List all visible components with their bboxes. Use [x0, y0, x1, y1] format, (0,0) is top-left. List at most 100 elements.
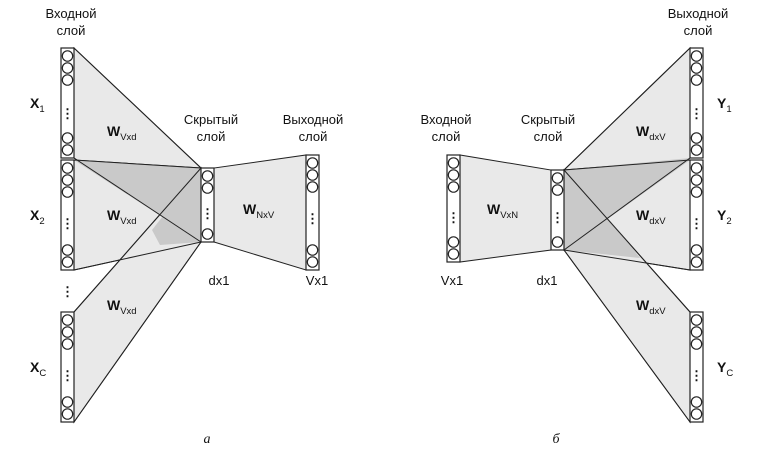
weight-label-in: WVxd [107, 297, 137, 317]
output-layer-header: слой [299, 129, 328, 144]
input-label-x2: X2 [30, 207, 45, 227]
weight-label-in: WVxd [107, 207, 137, 227]
output-layer-yc: ⋮ [689, 311, 704, 423]
caption-b: б [552, 432, 560, 447]
input-layer-x1: ⋮ [60, 47, 75, 159]
overlap-region [152, 168, 201, 245]
neuron-node [61, 186, 74, 198]
neuron-node [201, 228, 214, 240]
hidden-layer-b: ⋮ [550, 169, 565, 251]
ellipsis-vertical: ⋮ [61, 284, 74, 299]
neuron-node [306, 244, 319, 256]
edge-line [563, 157, 691, 251]
edge-line [563, 47, 691, 171]
neuron-node [61, 338, 74, 350]
neuron-node [61, 256, 74, 268]
neuron-node [306, 157, 319, 169]
edge-line [73, 159, 202, 169]
ellipsis-vertical: ⋮ [61, 368, 74, 383]
output-label-yc: YC [717, 359, 733, 379]
neuron-node [690, 408, 703, 420]
neuron-node [61, 408, 74, 420]
neuron-node [690, 314, 703, 326]
neuron-node [61, 396, 74, 408]
neuron-node [306, 169, 319, 181]
weight-label-in: WVxd [107, 123, 137, 143]
neuron-node [61, 314, 74, 326]
neuron-node [447, 181, 460, 193]
neuron-node [551, 172, 564, 184]
hidden-layer-header: Скрытый [184, 112, 238, 127]
neuron-node [61, 74, 74, 86]
neuron-node [690, 162, 703, 174]
hidden-dim-label: dx1 [209, 273, 230, 288]
neuron-node [61, 50, 74, 62]
caption-a: а [204, 432, 211, 447]
diagram-b: ⋮ ⋮ ⋮ ⋮ [420, 6, 733, 447]
neuron-node [690, 174, 703, 186]
ellipsis-vertical: ⋮ [447, 210, 460, 225]
neuron-node [61, 132, 74, 144]
neuron-node [61, 244, 74, 256]
ellipsis-vertical: ⋮ [201, 206, 214, 221]
input-layer-header: слой [432, 129, 461, 144]
neuron-node [447, 236, 460, 248]
ellipsis-vertical: ⋮ [551, 210, 564, 225]
input-label-x1: X1 [30, 95, 45, 115]
edge-line [563, 249, 691, 423]
neuron-node [551, 184, 564, 196]
neuron-node [690, 244, 703, 256]
neuron-node [61, 62, 74, 74]
edge-line [563, 169, 691, 313]
weight-label-out: WdxV [636, 297, 666, 317]
neuron-node [306, 181, 319, 193]
neuron-node [690, 62, 703, 74]
output-dim-label: Vx1 [306, 273, 328, 288]
output-layer-header: слой [684, 23, 713, 38]
ellipsis-vertical: ⋮ [61, 106, 74, 121]
neuron-node [690, 396, 703, 408]
neuron-node [690, 74, 703, 86]
input-layer-x2: ⋮ [60, 159, 75, 271]
edge-line [73, 167, 202, 313]
neuron-node [690, 144, 703, 156]
neuron-node [447, 248, 460, 260]
neuron-node [690, 256, 703, 268]
output-layer-header: Выходной [668, 6, 729, 21]
neuron-node [690, 326, 703, 338]
input-layer-b: ⋮ [446, 154, 461, 263]
hidden-dim-label: dx1 [537, 273, 558, 288]
edge-line [73, 241, 202, 271]
neuron-node [61, 144, 74, 156]
neuron-node [61, 326, 74, 338]
neuron-node [551, 236, 564, 248]
edge-line [563, 159, 691, 171]
neuron-node [61, 174, 74, 186]
neuron-node [690, 50, 703, 62]
input-layer-header: слой [57, 23, 86, 38]
input-layer-header: Входной [420, 112, 471, 127]
ellipsis-vertical: ⋮ [690, 216, 703, 231]
output-label-y2: Y2 [717, 207, 732, 227]
weight-label-out: WNxV [243, 201, 275, 221]
output-layer-y2: ⋮ [689, 159, 704, 271]
edge-line [73, 47, 202, 169]
neuron-node [690, 132, 703, 144]
hidden-layer-header: слой [534, 129, 563, 144]
hidden-layer-a: ⋮ [200, 167, 215, 243]
weight-label-out: WdxV [636, 207, 666, 227]
diagram-a: ⋮ ⋮ ⋮ ⋮ [30, 6, 343, 447]
neuron-node [201, 170, 214, 182]
input-layer-header: Входной [45, 6, 96, 21]
output-label-y1: Y1 [717, 95, 732, 115]
input-layer-xc: ⋮ [60, 311, 75, 423]
neuron-node [447, 157, 460, 169]
output-layer-header: Выходной [283, 112, 344, 127]
trapezoid-input-hidden [459, 154, 552, 263]
hidden-layer-header: Скрытый [521, 112, 575, 127]
neuron-node [447, 169, 460, 181]
weight-label-in: WVxN [487, 201, 518, 221]
input-dim-label: Vx1 [441, 273, 463, 288]
